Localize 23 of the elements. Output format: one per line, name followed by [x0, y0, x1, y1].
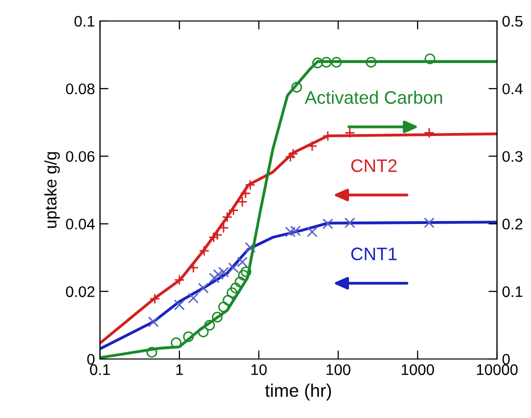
- series-label: CNT1: [351, 248, 397, 260]
- y2-tick-label: 0.4: [502, 83, 523, 94]
- y2-tick-label: 0.3: [502, 151, 522, 162]
- y-tick-label: 0.06: [66, 151, 94, 162]
- x-axis-title: time (hr): [265, 384, 331, 400]
- x-tick-label: 100: [326, 364, 350, 376]
- x-tick-label: 10: [251, 364, 267, 376]
- y2-tick-label: 0.1: [502, 286, 522, 298]
- y2-tick-label: 0.2: [502, 218, 522, 230]
- y-tick-label: 0.08: [66, 83, 94, 94]
- x-tick-label: 1000: [402, 364, 434, 376]
- y-tick-label: 0.04: [66, 218, 95, 230]
- y-tick-label: 0.1: [74, 16, 94, 27]
- x-tick-label: 0.1: [90, 364, 110, 376]
- y2-tick-label: 0: [502, 354, 510, 365]
- y-axis-title: uptake g/g: [44, 152, 60, 228]
- y-tick-label: 0: [87, 354, 95, 365]
- series-label: Activated Carbon: [304, 90, 442, 104]
- x-tick-label: 1: [176, 364, 183, 375]
- series-label: CNT2: [351, 159, 397, 172]
- y-tick-label: 0.02: [66, 286, 94, 298]
- x-tick-label: 10000: [476, 364, 518, 376]
- y2-tick-label: 0.5: [502, 16, 522, 27]
